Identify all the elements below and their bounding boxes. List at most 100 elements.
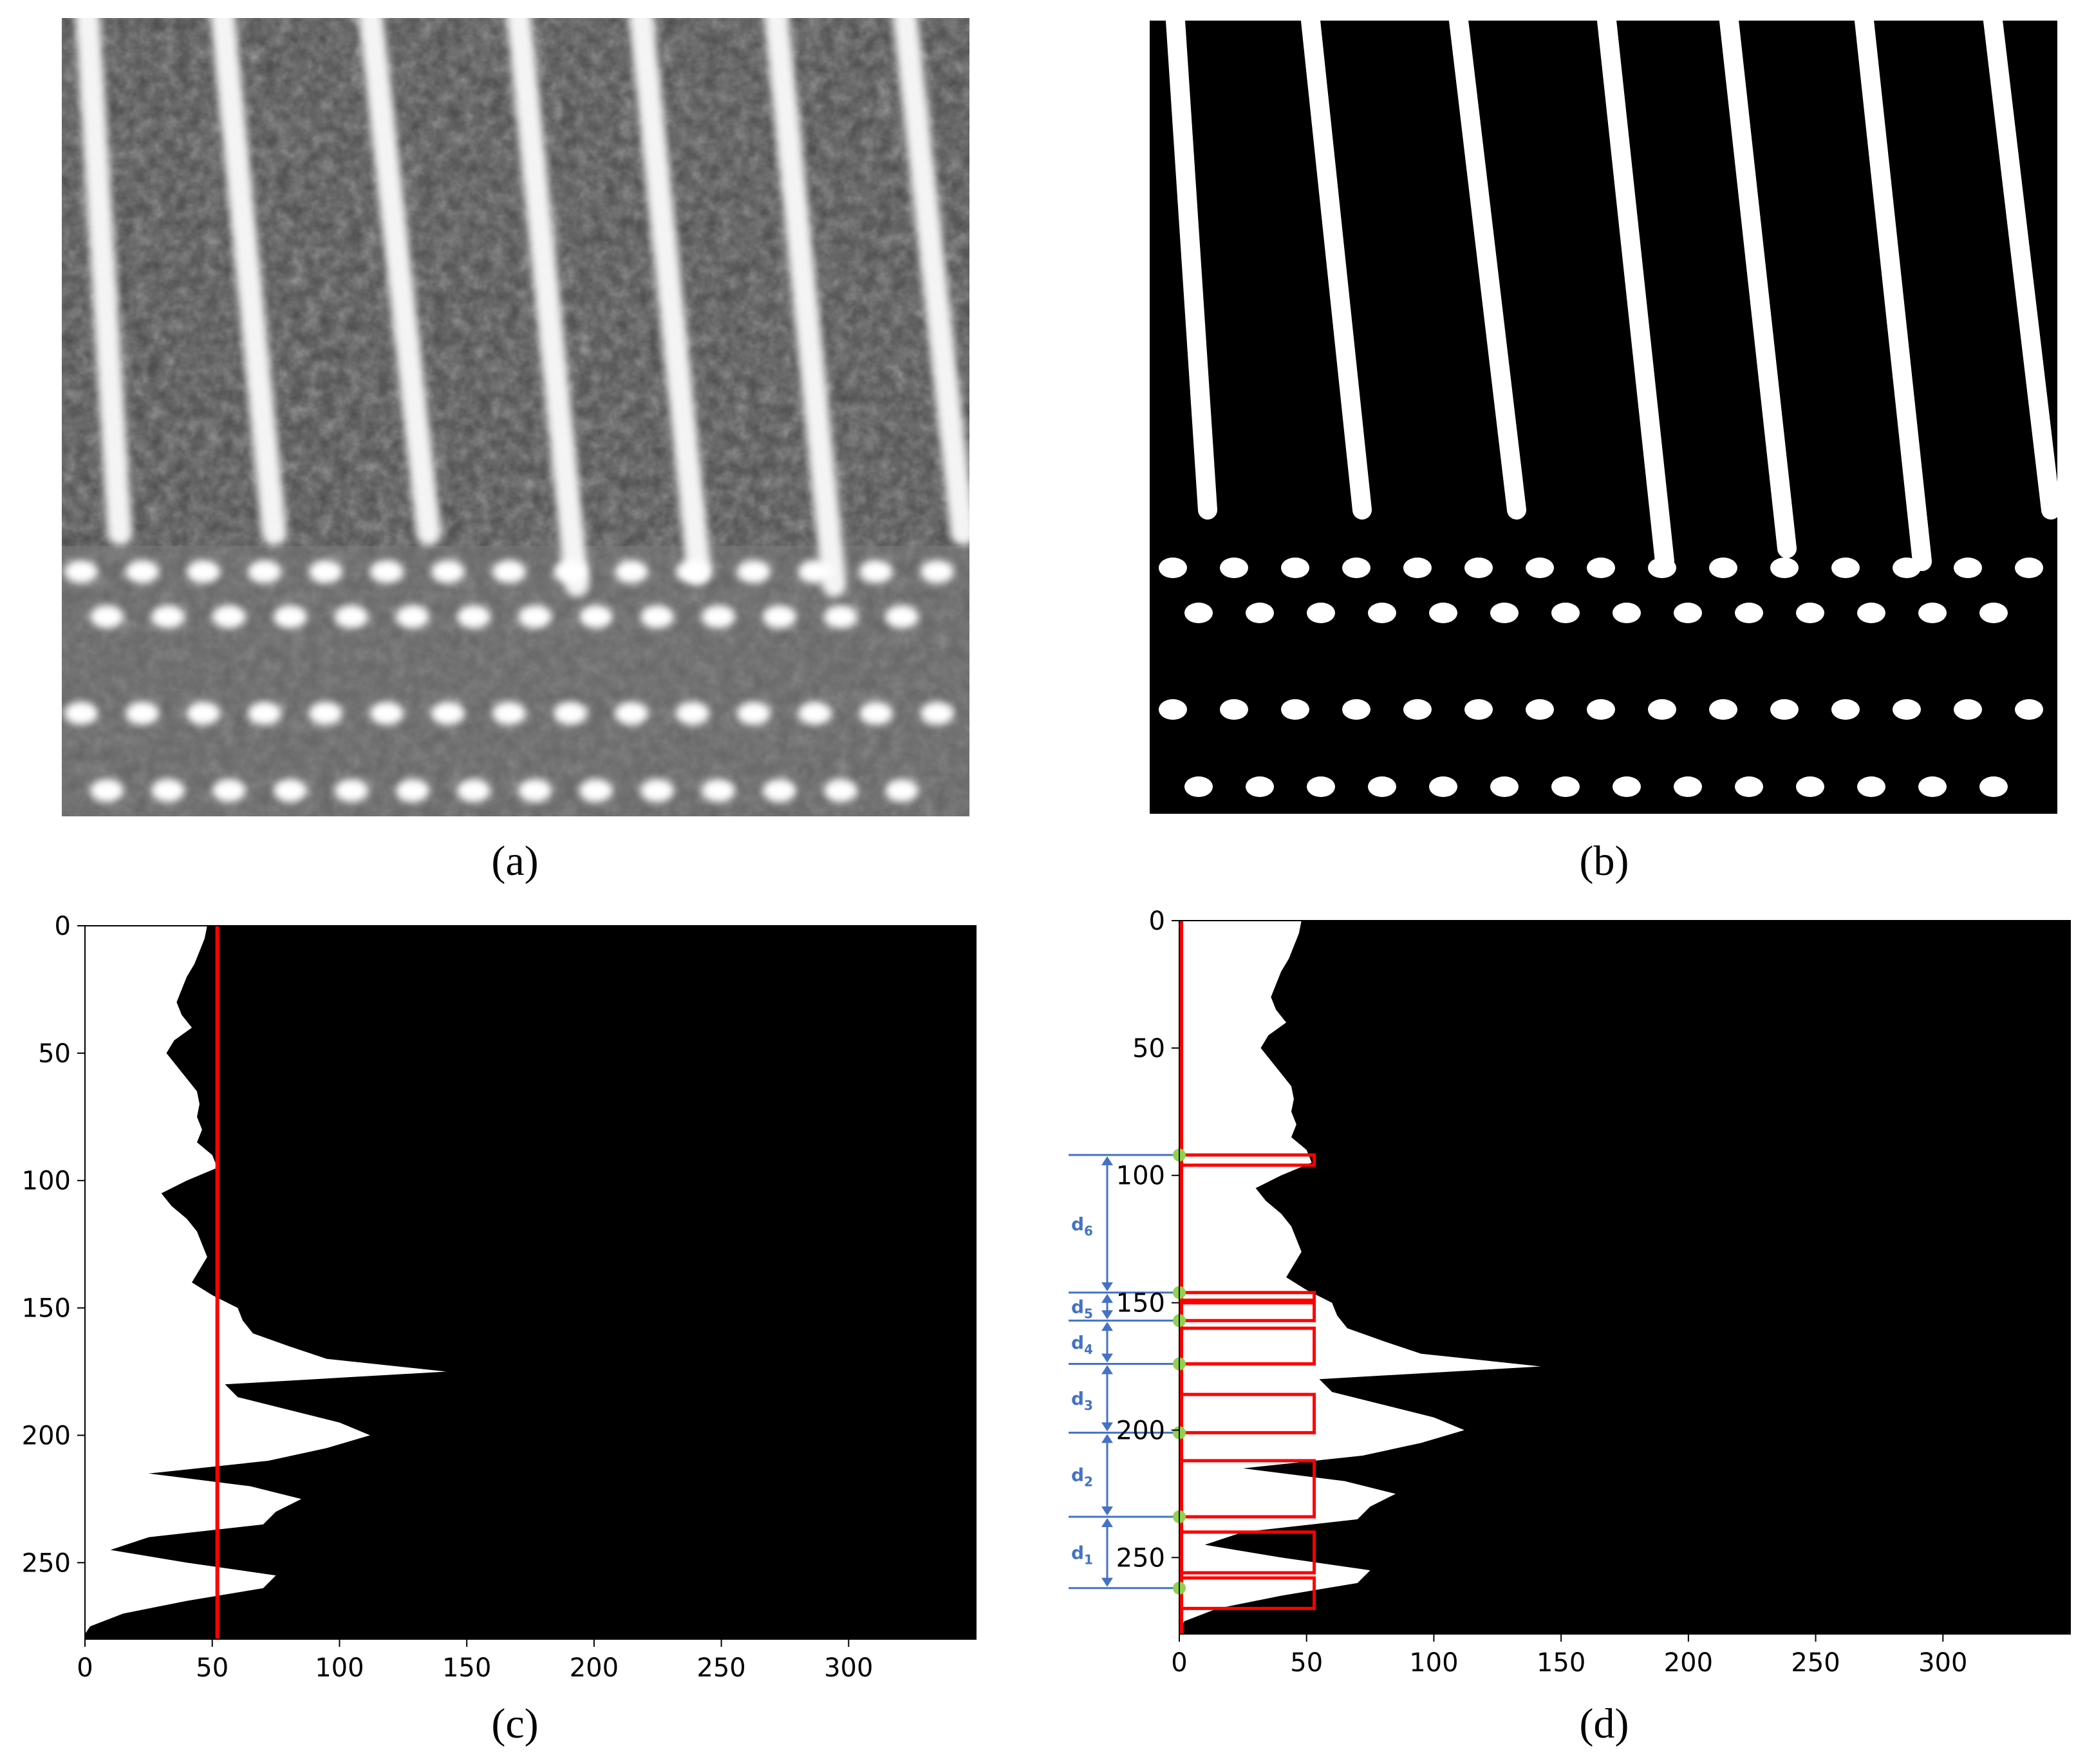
- plant-blob: [921, 560, 954, 583]
- plant-blob: [1551, 603, 1580, 623]
- crop-row-line: [629, 18, 711, 584]
- plant-blob: [1490, 603, 1519, 623]
- binary-mask-image: [1150, 21, 2057, 814]
- plant-blob: [1648, 558, 1676, 578]
- arrow-head: [1101, 1156, 1113, 1166]
- plant-blob: [187, 560, 220, 583]
- y-tick-label: 200: [22, 1421, 71, 1450]
- plant-blob: [885, 779, 919, 802]
- x-tick-label: 200: [1664, 1648, 1713, 1678]
- plant-blob: [1368, 603, 1396, 623]
- binary-signal-pulse: [1179, 1301, 1316, 1322]
- plant-blob: [1281, 558, 1309, 578]
- crop-row-line: [210, 18, 286, 545]
- distance-label: d5: [1071, 1297, 1093, 1322]
- plant-blob: [641, 605, 674, 628]
- plant-blob: [518, 605, 552, 628]
- plant-blob: [1796, 603, 1824, 623]
- plant-blob: [431, 702, 465, 725]
- plant-blob: [1613, 603, 1641, 623]
- distance-label: d3: [1071, 1388, 1093, 1413]
- x-tick-label: 250: [697, 1653, 745, 1683]
- plant-blob: [151, 605, 185, 628]
- plant-blob: [126, 702, 159, 725]
- row-profile-chart-d: d1 d2 d3 d4 d5 d6 0 50 100 150 200 250 300 0 50 100 150 2…: [1069, 906, 2071, 1678]
- plant-blob: [579, 779, 613, 802]
- plant-blob: [1464, 699, 1493, 720]
- plant-blob: [1159, 558, 1187, 578]
- arrow-head: [1101, 1434, 1113, 1443]
- plant-blob: [1770, 558, 1799, 578]
- plant-blob: [1918, 603, 1947, 623]
- plant-blob: [702, 605, 735, 628]
- crop-row-line: [359, 18, 441, 545]
- plant-blob: [1307, 776, 1335, 797]
- caption-a: (a): [491, 838, 539, 885]
- plant-blob: [274, 605, 307, 628]
- y-tick-label: 50: [38, 1039, 71, 1069]
- plant-blob: [824, 605, 857, 628]
- plant-blob: [309, 560, 342, 583]
- plant-blob: [859, 560, 893, 583]
- arrow-head: [1101, 1310, 1113, 1320]
- plant-blob: [615, 702, 648, 725]
- plant-blob: [1587, 699, 1615, 720]
- caption-d: (d): [1579, 1700, 1629, 1747]
- plant-blob: [396, 779, 429, 802]
- row-profile-chart-c: 0 50 100 150 200 250 300 0 50 100 150 200 250: [22, 912, 977, 1683]
- plant-blob: [1281, 699, 1309, 720]
- plant-blob: [824, 779, 857, 802]
- plot-background: [1179, 921, 2070, 1634]
- crop-row-line: [1597, 21, 1674, 571]
- caption-c: (c): [491, 1700, 539, 1747]
- plant-blob: [676, 702, 709, 725]
- binary-signal-pulse: [1179, 1459, 1316, 1519]
- plot-frame: [1179, 920, 2071, 1635]
- x-tick-label: 100: [1409, 1648, 1458, 1678]
- plant-blob: [1709, 699, 1737, 720]
- crop-row-line: [75, 18, 132, 545]
- plant-blob: [248, 702, 281, 725]
- plant-blob: [1918, 776, 1947, 797]
- plant-blob: [1735, 603, 1763, 623]
- plant-blob: [370, 702, 404, 725]
- plant-blob: [1429, 603, 1457, 623]
- plant-blob: [1342, 699, 1370, 720]
- y-tick-label: 150: [22, 1294, 71, 1324]
- plant-blob: [554, 560, 587, 583]
- plant-blob: [1979, 603, 2008, 623]
- plant-blob: [1796, 776, 1824, 797]
- arrow-head: [1101, 1422, 1113, 1432]
- plant-blob: [615, 560, 648, 583]
- y-tick-label: 50: [1132, 1034, 1165, 1064]
- plant-blob: [1184, 776, 1213, 797]
- binary-signal-pulse: [1179, 1326, 1316, 1366]
- plant-blob: [1246, 603, 1274, 623]
- plant-blob: [64, 702, 98, 725]
- plant-blob: [309, 702, 342, 725]
- plant-blob: [1342, 558, 1370, 578]
- plant-blob: [90, 779, 124, 802]
- crop-row-line: [507, 18, 589, 597]
- plant-blob: [518, 779, 552, 802]
- plant-blob: [1368, 776, 1396, 797]
- x-tick-label: 300: [824, 1653, 873, 1683]
- plant-blob: [702, 779, 735, 802]
- binary-signal-pulse: [1179, 1576, 1316, 1610]
- plant-blob: [676, 560, 709, 583]
- y-tick-label: 250: [22, 1548, 71, 1578]
- arrow-head: [1101, 1506, 1113, 1515]
- plant-blob: [370, 560, 404, 583]
- plant-blob: [763, 779, 796, 802]
- plant-blob: [1979, 776, 2008, 797]
- plant-blob: [1403, 699, 1432, 720]
- y-tick-label: 100: [22, 1167, 71, 1196]
- grayscale-field-image: [62, 18, 969, 816]
- y-tick-label: 0: [1149, 906, 1165, 936]
- plant-blob: [1831, 558, 1860, 578]
- y-tick-label: 250: [1116, 1543, 1165, 1573]
- plant-blob: [1613, 776, 1641, 797]
- plant-blob: [1893, 699, 1921, 720]
- binary-signal-pulse: [1179, 1393, 1316, 1434]
- binary-signal-pulse: [1179, 1153, 1316, 1167]
